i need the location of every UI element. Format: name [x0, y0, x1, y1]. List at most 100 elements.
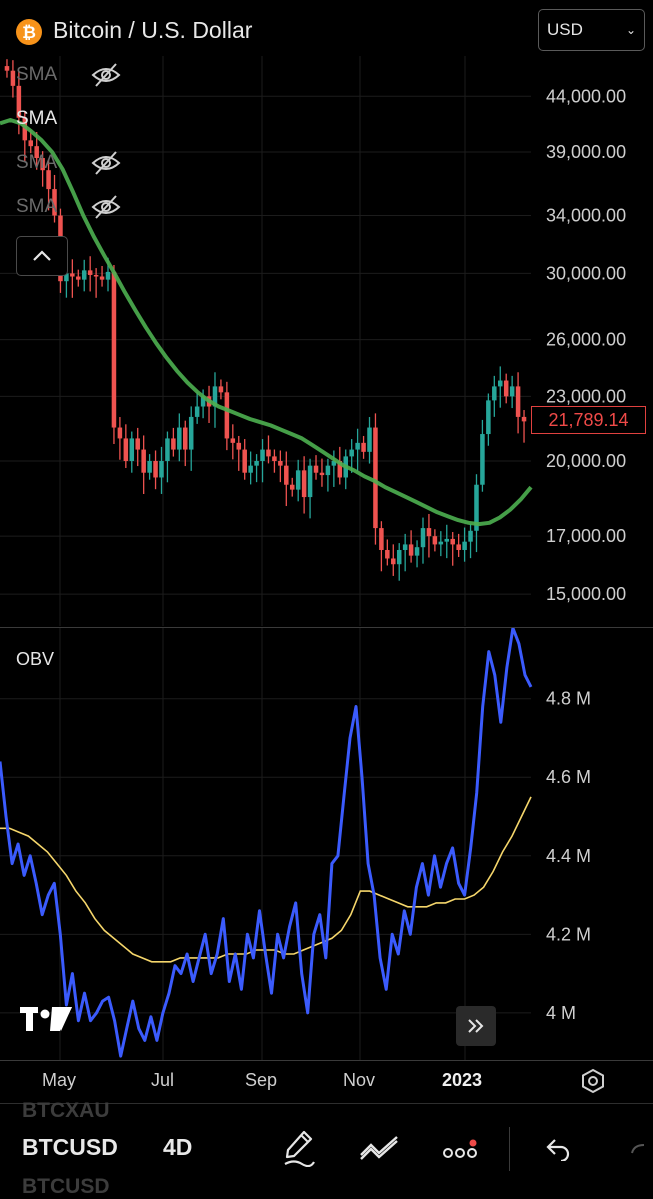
candle-body	[492, 386, 497, 401]
axis-divider	[0, 1060, 653, 1061]
candle-body	[230, 438, 236, 443]
x-axis-label-nov: Nov	[343, 1070, 376, 1090]
x-axis-label-may: May	[42, 1070, 77, 1090]
price-axis-label: 26,000.00	[546, 330, 626, 350]
candle-body	[373, 427, 378, 529]
bitcoin-logo-icon: ₿	[16, 19, 42, 45]
candle-body	[52, 189, 57, 216]
sma-label-3[interactable]: SMA	[16, 152, 58, 173]
more-options-icon[interactable]	[443, 1139, 481, 1166]
candle-body	[456, 544, 461, 550]
candle-body	[468, 530, 473, 542]
bottom-toolbar: BTCXAU BTCUSD 4D BTCUSD	[0, 1099, 653, 1199]
candle-body	[99, 276, 105, 280]
candle-body	[212, 386, 218, 407]
candle-body	[81, 270, 87, 280]
sma-label-4[interactable]: SMA	[16, 196, 58, 217]
candle-body	[301, 470, 307, 498]
candle-body	[272, 456, 277, 461]
x-axis-label-jul: Jul	[151, 1070, 175, 1090]
candle-body	[497, 380, 503, 387]
candle-body	[289, 484, 295, 490]
candle-body	[117, 427, 123, 439]
eye-hidden-icon[interactable]	[91, 150, 121, 181]
candle-body	[129, 438, 135, 461]
price-axis-label: 23,000.00	[546, 386, 626, 406]
candle-body	[420, 528, 426, 548]
candle-body	[200, 396, 206, 407]
candle-body	[194, 406, 200, 417]
candle-body	[515, 386, 521, 417]
candle-body	[105, 271, 111, 280]
interval-button[interactable]: 4D	[163, 1134, 193, 1160]
candle-body	[462, 541, 467, 550]
candle-body	[450, 538, 455, 545]
candle-body	[337, 460, 343, 478]
price-chart[interactable]: 44,000.00 39,000.00 34,000.00 30,000.00 26,0…	[0, 56, 653, 626]
symbol-button[interactable]: BTCUSD	[22, 1134, 118, 1160]
candle-body	[295, 470, 301, 490]
candle-body	[444, 538, 450, 542]
candle-body	[402, 544, 408, 550]
sma-label-1[interactable]: SMA	[16, 64, 58, 85]
candle-body	[188, 416, 194, 450]
price-axis-label: 20,000.00	[546, 451, 626, 471]
candle-body	[4, 66, 10, 71]
candle-body	[521, 416, 527, 422]
obv-axis-label: 4 M	[546, 1003, 576, 1023]
candle-body	[503, 380, 509, 397]
indicators-icon[interactable]	[359, 1133, 401, 1166]
next-symbol[interactable]: BTCUSD	[22, 1175, 110, 1198]
obv-axis-label: 4.6 M	[546, 767, 591, 787]
chevron-up-icon	[33, 250, 51, 261]
chart-settings-icon[interactable]	[580, 1068, 606, 1099]
candle-body	[10, 70, 16, 86]
previous-symbol[interactable]: BTCXAU	[22, 1099, 110, 1122]
candle-body	[379, 528, 384, 550]
candle-body	[141, 449, 146, 473]
scroll-to-realtime-button[interactable]	[456, 1006, 496, 1046]
candle-body	[159, 460, 164, 478]
candle-body	[64, 273, 69, 282]
undo-icon[interactable]	[545, 1137, 571, 1166]
price-axis-label: 39,000.00	[546, 142, 626, 162]
x-axis-label-sep: Sep	[245, 1070, 278, 1090]
candle-body	[284, 465, 289, 485]
eye-hidden-icon[interactable]	[91, 62, 121, 93]
candle-body	[254, 460, 259, 466]
candle-body	[361, 442, 366, 452]
candle-body	[218, 386, 224, 393]
double-chevron-right-icon	[468, 1019, 484, 1033]
candle-body	[331, 460, 337, 466]
eye-hidden-icon[interactable]	[91, 194, 121, 225]
sma-label-2[interactable]: SMA	[16, 108, 58, 129]
collapse-legend-button[interactable]	[16, 236, 68, 276]
candle-body	[426, 528, 432, 537]
drawing-tools-icon[interactable]	[282, 1129, 316, 1172]
candle-body	[76, 276, 81, 280]
obv-chart[interactable]: 4.8 M 4.6 M 4.4 M 4.2 M 4 M	[0, 628, 653, 1060]
obv-label[interactable]: OBV	[16, 649, 55, 669]
candle-body	[391, 558, 396, 565]
price-axis-label: 17,000.00	[546, 526, 626, 546]
candle-body	[278, 460, 283, 466]
candle-body	[396, 549, 402, 565]
candle-body	[87, 270, 93, 275]
candle-body	[480, 434, 485, 485]
obv-axis-label: 4.2 M	[546, 924, 591, 944]
candle-body	[355, 442, 360, 450]
candle-body	[509, 386, 515, 397]
candle-body	[307, 465, 313, 498]
redo-icon[interactable]	[628, 1139, 648, 1164]
candle-body	[135, 438, 140, 450]
candle-body	[248, 465, 253, 473]
candle-body	[266, 449, 271, 457]
candle-body	[153, 460, 158, 478]
pane-divider[interactable]	[0, 627, 653, 628]
candle-body	[385, 549, 390, 559]
symbol-title[interactable]: Bitcoin / U.S. Dollar	[53, 17, 253, 43]
candle-body	[46, 170, 51, 190]
price-axis-label: 34,000.00	[546, 206, 626, 226]
candle-body	[414, 547, 420, 556]
currency-select[interactable]: USD ⌄	[538, 9, 645, 51]
